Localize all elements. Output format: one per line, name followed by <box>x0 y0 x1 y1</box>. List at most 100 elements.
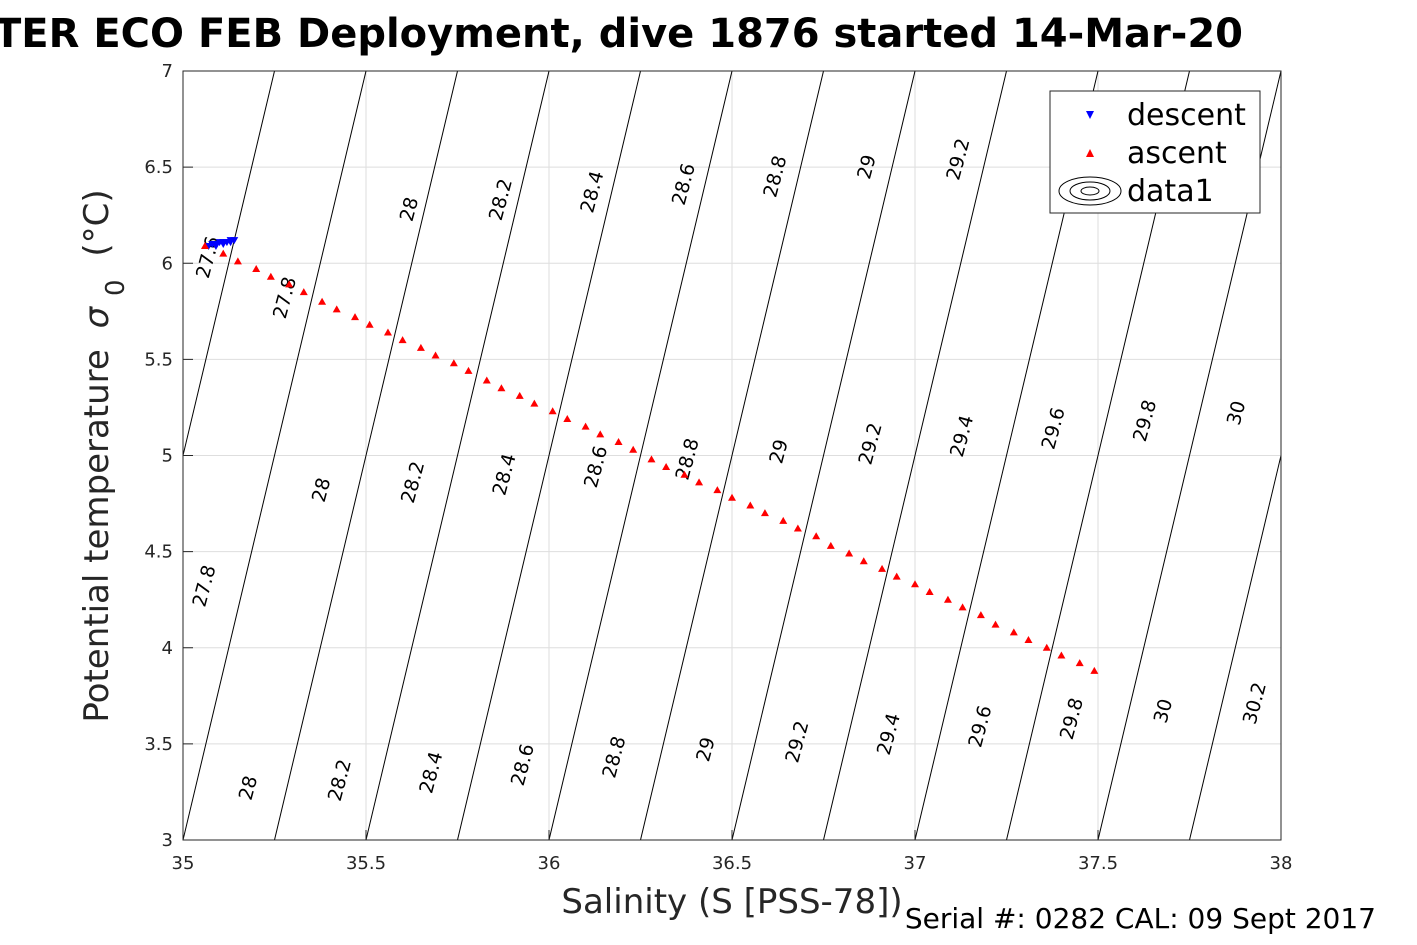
ascent-point <box>285 280 294 288</box>
descent-point <box>226 239 235 247</box>
isopycnal-line <box>457 71 641 840</box>
y-axis-ticks: 3 3.5 4 4.5 5 5.5 6 6.5 7 <box>144 61 193 851</box>
ascent-point <box>845 549 854 557</box>
ascent-point <box>1024 636 1033 644</box>
x-tick-label: 37 <box>904 853 927 874</box>
ascent-point <box>449 359 458 367</box>
y-tick-label: 3.5 <box>144 734 173 755</box>
y-tick-label: 4 <box>162 638 173 659</box>
legend-ascent-marker <box>1086 149 1094 157</box>
ascent-point <box>332 305 341 313</box>
ascent-point <box>680 470 689 478</box>
ascent-point <box>464 366 473 374</box>
ascent-point <box>416 343 425 351</box>
ascent-point <box>1075 659 1084 667</box>
descent-point <box>230 237 239 245</box>
y-tick-label: 5 <box>162 446 173 467</box>
ascent-point <box>383 328 392 336</box>
y-tick-label: 5.5 <box>144 349 173 370</box>
legend: descent ascent data1 <box>1049 90 1261 214</box>
x-axis-label: Salinity (S [PSS-78]) <box>561 882 902 922</box>
y-axis-label-unit: (°C) <box>77 189 117 256</box>
isopycnal-line <box>365 71 550 840</box>
x-tick-label: 36 <box>538 853 561 874</box>
legend-contour-icon <box>1058 176 1122 206</box>
y-tick-label: 6.5 <box>144 157 173 178</box>
ascent-point <box>892 572 901 580</box>
ascent-point <box>233 257 242 265</box>
y-axis-label: Potential temperature σ 0 (°C) <box>77 189 133 722</box>
ascent-point <box>1057 651 1066 659</box>
ascent-point <box>614 438 623 446</box>
ascent-point <box>497 384 506 392</box>
ascent-point <box>662 463 671 471</box>
isopycnal-line <box>183 71 275 458</box>
legend-ascent-label: ascent <box>1127 136 1227 171</box>
ascent-point <box>266 272 275 280</box>
ascent-point <box>299 288 308 296</box>
ascent-point <box>596 430 605 438</box>
ascent-point <box>859 557 868 565</box>
contour-labels: 27.627.828 28.2 28.4 28.6 28.8 29 29.227.828 28… <box>188 136 1271 804</box>
ascent-point <box>779 516 788 524</box>
y-axis-label-sigma: σ <box>77 305 117 328</box>
y-axis-label-subscript: 0 <box>101 279 131 296</box>
legend-descent-label: descent <box>1127 98 1246 133</box>
x-axis-ticks: 35 35.5 36 36.5 37 37.5 38 <box>172 830 1293 874</box>
legend-box <box>1049 90 1261 214</box>
density-contours <box>183 71 1281 840</box>
ascent-point <box>318 297 327 305</box>
y-tick-label: 6 <box>162 253 173 274</box>
ascent-point <box>647 455 656 463</box>
ascent-point <box>812 532 821 540</box>
isopycnal-line <box>274 71 458 840</box>
x-tick-label: 35 <box>172 853 195 874</box>
isopycnal-line <box>640 71 824 840</box>
ascent-point <box>548 407 557 415</box>
ascent-point <box>943 595 952 603</box>
y-tick-label: 7 <box>162 61 173 82</box>
ascent-point <box>200 241 209 249</box>
ascent-point <box>878 564 887 572</box>
legend-descent-marker <box>1086 111 1094 119</box>
x-tick-label: 35.5 <box>346 853 386 874</box>
ascent-point <box>515 391 524 399</box>
ascent-point <box>713 486 722 494</box>
ascent-point <box>530 399 539 407</box>
isopycnal-line <box>183 71 367 840</box>
ascent-point <box>728 493 736 501</box>
ascent-point <box>695 478 704 486</box>
ascent-point <box>482 376 491 384</box>
x-tick-label: 37.5 <box>1078 853 1118 874</box>
ascent-point <box>911 580 919 588</box>
ascent-point <box>1042 643 1051 651</box>
ascent-point <box>351 313 360 321</box>
y-axis-label-main: Potential temperature <box>77 349 117 722</box>
chart-title: TER ECO FEB Deployment, dive 1876 starte… <box>0 11 1243 57</box>
data-series <box>200 237 1099 674</box>
ascent-point <box>991 620 1000 628</box>
ascent-point <box>826 541 835 549</box>
isopycnal-line <box>823 71 1007 840</box>
y-tick-label: 4.5 <box>144 542 173 563</box>
ascent-point <box>431 351 440 359</box>
ascent-point <box>563 414 572 422</box>
ascent-point <box>1090 666 1099 674</box>
x-tick-label: 38 <box>1270 853 1293 874</box>
ascent-point <box>1009 628 1018 636</box>
ascent-point <box>958 603 967 611</box>
serial-cal-footer: Serial #: 0282 CAL: 09 Sept 2017 <box>905 902 1376 935</box>
ascent-point <box>365 320 374 328</box>
ascent-point <box>219 249 228 257</box>
ascent-point <box>398 336 407 344</box>
ascent-point <box>746 501 755 509</box>
descent-point <box>219 241 228 249</box>
ascent-point <box>925 587 934 595</box>
isopycnal-line <box>548 71 733 840</box>
ascent-point <box>629 445 638 453</box>
legend-data1-label: data1 <box>1127 174 1214 209</box>
descent-point <box>211 242 220 250</box>
isopycnal-line <box>731 71 916 840</box>
ascent-point <box>976 611 985 619</box>
